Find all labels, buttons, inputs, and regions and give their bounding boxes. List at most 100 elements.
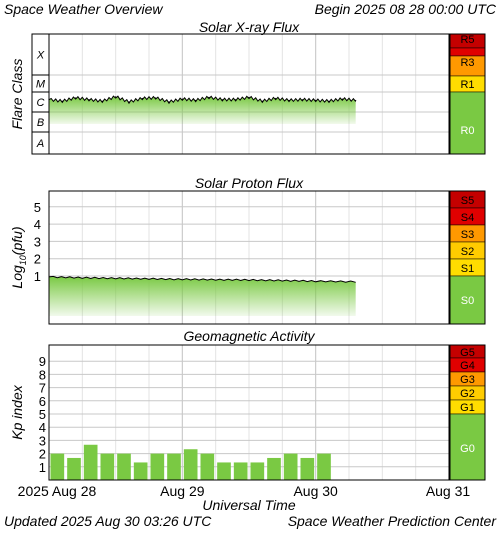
xray-flux-point (61, 100, 63, 102)
tick-label: 8 (39, 367, 46, 382)
xray-flux-point (208, 96, 210, 98)
axis-label: Log10(pfu) (9, 226, 28, 288)
tick-label: 5 (39, 407, 46, 422)
panel-title: Solar Proton Flux (195, 175, 304, 191)
tick-label: B (37, 117, 44, 129)
scale-frame (449, 190, 486, 325)
kp-bar (317, 453, 331, 480)
xray-flux-point (221, 99, 223, 101)
begin-label: Begin (314, 1, 351, 17)
kp-bar (250, 462, 265, 480)
proton-flux-area (49, 276, 356, 316)
xray-flux-point (248, 96, 250, 98)
tick-label: 9 (39, 354, 46, 369)
scale-label: G4 (460, 360, 475, 372)
kp-bar (83, 444, 98, 480)
source-credit: Space Weather Prediction Center (287, 513, 496, 529)
plot-frame (48, 190, 450, 325)
proton-flux-line (48, 275, 356, 283)
scale-label: S5 (461, 195, 474, 207)
kp-bar (150, 453, 165, 480)
xray-flux-line (48, 95, 357, 105)
xray-flux-point (128, 101, 130, 103)
xray-flux-point (168, 101, 170, 103)
scale-label: R3 (460, 57, 474, 69)
xray-flux-point (355, 99, 357, 102)
kp-bar (183, 449, 198, 480)
xray-flux-point (101, 100, 103, 102)
scale-segment (449, 91, 486, 155)
scale-label: G0 (460, 443, 475, 455)
x-tick-label: Aug 31 (426, 483, 471, 499)
kp-bar (233, 462, 248, 480)
scale-frame (449, 344, 486, 481)
xray-flux-point (75, 97, 77, 99)
xray-flux-point (155, 97, 157, 99)
xray-flux-point (288, 99, 290, 102)
scale-label: G5 (460, 347, 475, 359)
tick-label: 7 (39, 381, 46, 396)
tick-label: 1 (34, 269, 41, 284)
x-tick-label: Aug 30 (293, 483, 338, 499)
updated-timestamp: Updated 2025 Aug 30 03:26 UTC (4, 513, 211, 529)
xray-flux-point (235, 99, 237, 101)
xray-flux-point (261, 100, 263, 102)
axis-label: Kp index (9, 384, 25, 439)
xray-flux-point (315, 99, 317, 102)
xray-flux-point (328, 100, 330, 102)
kp-bar (200, 453, 215, 480)
tick-label: M (36, 79, 46, 91)
plot-frame (48, 344, 450, 481)
panel-title: Solar X-ray Flux (199, 19, 300, 35)
xray-flux-point (181, 98, 183, 100)
kp-bar (267, 457, 281, 480)
tick-label: 3 (34, 234, 41, 249)
tick-label: 4 (34, 217, 41, 232)
scale-label: S4 (461, 212, 474, 224)
axis-label: Flare Class (9, 59, 25, 130)
kp-bar (67, 457, 81, 480)
xray-flux-point (275, 97, 277, 100)
scale-label: G3 (460, 374, 475, 386)
xray-flux-point (341, 98, 343, 100)
xray-flux-point (195, 99, 197, 102)
tick-label: A (36, 138, 44, 150)
scale-label: G1 (460, 402, 475, 414)
kp-bar (283, 453, 298, 480)
x-tick-label: 2025 Aug 28 (18, 483, 97, 499)
kp-bar (133, 462, 148, 480)
scale-label: S2 (461, 246, 474, 258)
begin-value: 2025 08 28 00:00 UTC (354, 1, 496, 17)
tick-label: 6 (39, 394, 46, 409)
tick-label: 1 (39, 460, 46, 475)
scale-label: S1 (461, 263, 474, 275)
panel-title: Geomagnetic Activity (184, 328, 316, 344)
plot-frame (48, 33, 450, 155)
kp-bar (100, 453, 115, 480)
kp-bar (117, 453, 131, 480)
xray-flux-area (49, 96, 356, 124)
scale-label: R5 (460, 34, 474, 46)
kp-bar (217, 462, 231, 480)
scale-frame (449, 33, 486, 155)
scale-label: R0 (460, 125, 474, 137)
tick-label: X (36, 50, 45, 62)
kp-bar (50, 453, 65, 480)
xray-flux-point (301, 99, 303, 101)
tick-label: 5 (34, 200, 41, 215)
tick-label: 3 (39, 433, 46, 448)
x-tick-label: Aug 29 (160, 483, 205, 499)
tick-label: 2 (34, 252, 41, 267)
scale-label: R1 (460, 79, 474, 91)
scale-segment (449, 47, 486, 57)
scale-label: G2 (460, 388, 475, 400)
x-axis-label: Universal Time (202, 497, 295, 513)
xray-flux-point (88, 99, 90, 101)
kp-bar (300, 457, 315, 480)
scale-label: S3 (461, 229, 474, 241)
kp-bar (167, 453, 181, 480)
overview-title: Space Weather Overview (4, 1, 163, 17)
updated-value: 2025 Aug 30 03:26 UTC (60, 513, 212, 529)
updated-label: Updated (4, 513, 57, 529)
